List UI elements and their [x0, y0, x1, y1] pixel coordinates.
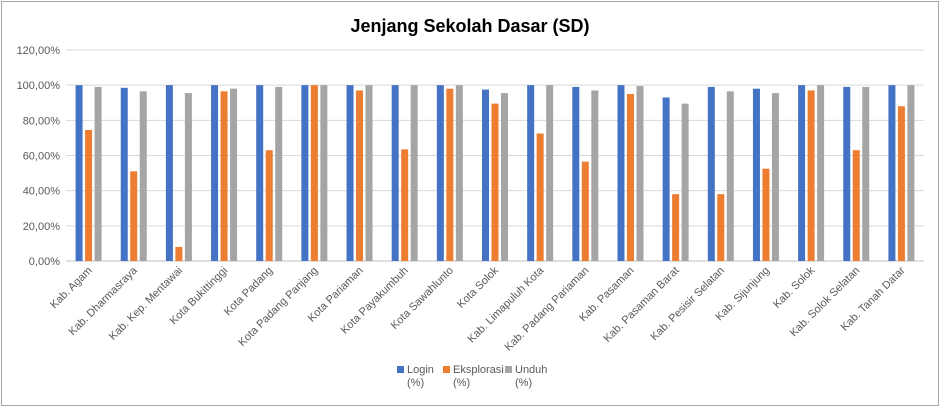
y-tick-label: 60,00% — [23, 151, 61, 163]
bar-eksplorasi — [897, 106, 905, 262]
bar-login — [888, 85, 896, 262]
bar-unduh — [907, 85, 915, 262]
bar-login — [391, 85, 399, 262]
bar-eksplorasi — [85, 130, 93, 261]
legend-label: Eksplorasi — [453, 364, 504, 376]
bar-eksplorasi — [130, 171, 138, 261]
legend-label: (%) — [453, 377, 470, 389]
bar-unduh — [275, 86, 283, 261]
legend-item-login: Login(%) — [397, 364, 434, 389]
bar-login — [211, 85, 219, 262]
bar-unduh — [591, 90, 599, 261]
legend-swatch — [397, 366, 404, 373]
y-axis-ticks: 0,00% 20,00% 40,00% 60,00% 80,00% 100,00% 120,… — [17, 45, 61, 268]
bar-eksplorasi — [310, 85, 318, 262]
bar-eksplorasi — [672, 194, 680, 261]
bar-unduh — [184, 93, 192, 262]
legend-label: Unduh — [515, 364, 547, 376]
bar-eksplorasi — [356, 90, 364, 261]
bar-unduh — [230, 88, 238, 261]
legend: Login(%)Eksplorasi(%)Unduh(%) — [397, 364, 547, 389]
bar-unduh — [817, 85, 825, 262]
bar-eksplorasi — [536, 133, 544, 261]
bar-login — [798, 85, 806, 262]
bar-unduh — [726, 91, 734, 261]
bar-eksplorasi — [581, 161, 589, 261]
bar-eksplorasi — [401, 149, 409, 261]
y-tick-label: 40,00% — [23, 186, 61, 198]
legend-item-eksplorasi: Eksplorasi(%) — [443, 364, 504, 389]
x-tick-label: Kab. Padang Pariaman — [503, 265, 592, 354]
bar-eksplorasi — [626, 93, 634, 261]
bar-unduh — [681, 103, 689, 261]
bar-eksplorasi — [762, 168, 770, 261]
legend-label: (%) — [515, 377, 532, 389]
bar-login — [752, 88, 760, 261]
x-tick-label: Kota Padang Panjang — [236, 265, 320, 349]
bar-login — [707, 86, 715, 261]
bar-unduh — [771, 93, 779, 262]
bar-eksplorasi — [265, 150, 273, 261]
bar-unduh — [365, 85, 373, 262]
x-tick-label: Kota Solok — [455, 264, 501, 310]
legend-swatch — [505, 366, 512, 373]
x-tick-label: Kab. Pasaman Barat — [601, 265, 681, 345]
y-tick-label: 100,00% — [17, 80, 61, 92]
x-tick-label: Kab. Solok — [771, 264, 817, 310]
legend-label: (%) — [407, 377, 424, 389]
bar-login — [165, 85, 173, 262]
bar-login — [843, 86, 851, 261]
bar-login — [256, 85, 264, 262]
bar-login — [301, 85, 309, 262]
bar-unduh — [410, 85, 418, 262]
bar-login — [346, 85, 354, 262]
bar-unduh — [862, 86, 870, 261]
x-tick-label: Kab. Limapuluh Kota — [466, 264, 547, 345]
legend-label: Login — [407, 364, 434, 376]
bars — [75, 85, 915, 262]
chart-title: Jenjang Sekolah Dasar (SD) — [350, 16, 589, 36]
bar-login — [482, 89, 489, 261]
bar-eksplorasi — [852, 150, 860, 261]
bar-login — [527, 85, 535, 262]
bar-unduh — [546, 85, 554, 262]
x-tick-label: Kab. Agam — [48, 265, 95, 312]
bar-unduh — [139, 91, 147, 261]
bar-eksplorasi — [446, 88, 454, 261]
bar-login — [662, 97, 670, 261]
legend-swatch — [443, 366, 450, 373]
bar-unduh — [94, 86, 102, 261]
y-tick-label: 80,00% — [23, 115, 61, 127]
bar-login — [617, 85, 625, 262]
bar-login — [436, 85, 444, 262]
bar-eksplorasi — [717, 194, 725, 261]
bar-eksplorasi — [175, 246, 183, 261]
bar-eksplorasi — [220, 91, 228, 261]
bar-unduh — [455, 85, 463, 262]
y-tick-label: 120,00% — [17, 45, 61, 57]
bar-login — [120, 87, 128, 261]
bar-eksplorasi — [807, 90, 815, 261]
bar-unduh — [501, 93, 508, 262]
bar-login — [75, 85, 83, 262]
bar-eksplorasi — [491, 103, 499, 261]
bar-unduh — [320, 85, 328, 262]
y-tick-label: 20,00% — [23, 221, 61, 233]
y-tick-label: 0,00% — [29, 256, 60, 268]
bar-login — [572, 86, 580, 261]
bar-unduh — [636, 86, 644, 261]
legend-item-unduh: Unduh(%) — [505, 364, 547, 389]
